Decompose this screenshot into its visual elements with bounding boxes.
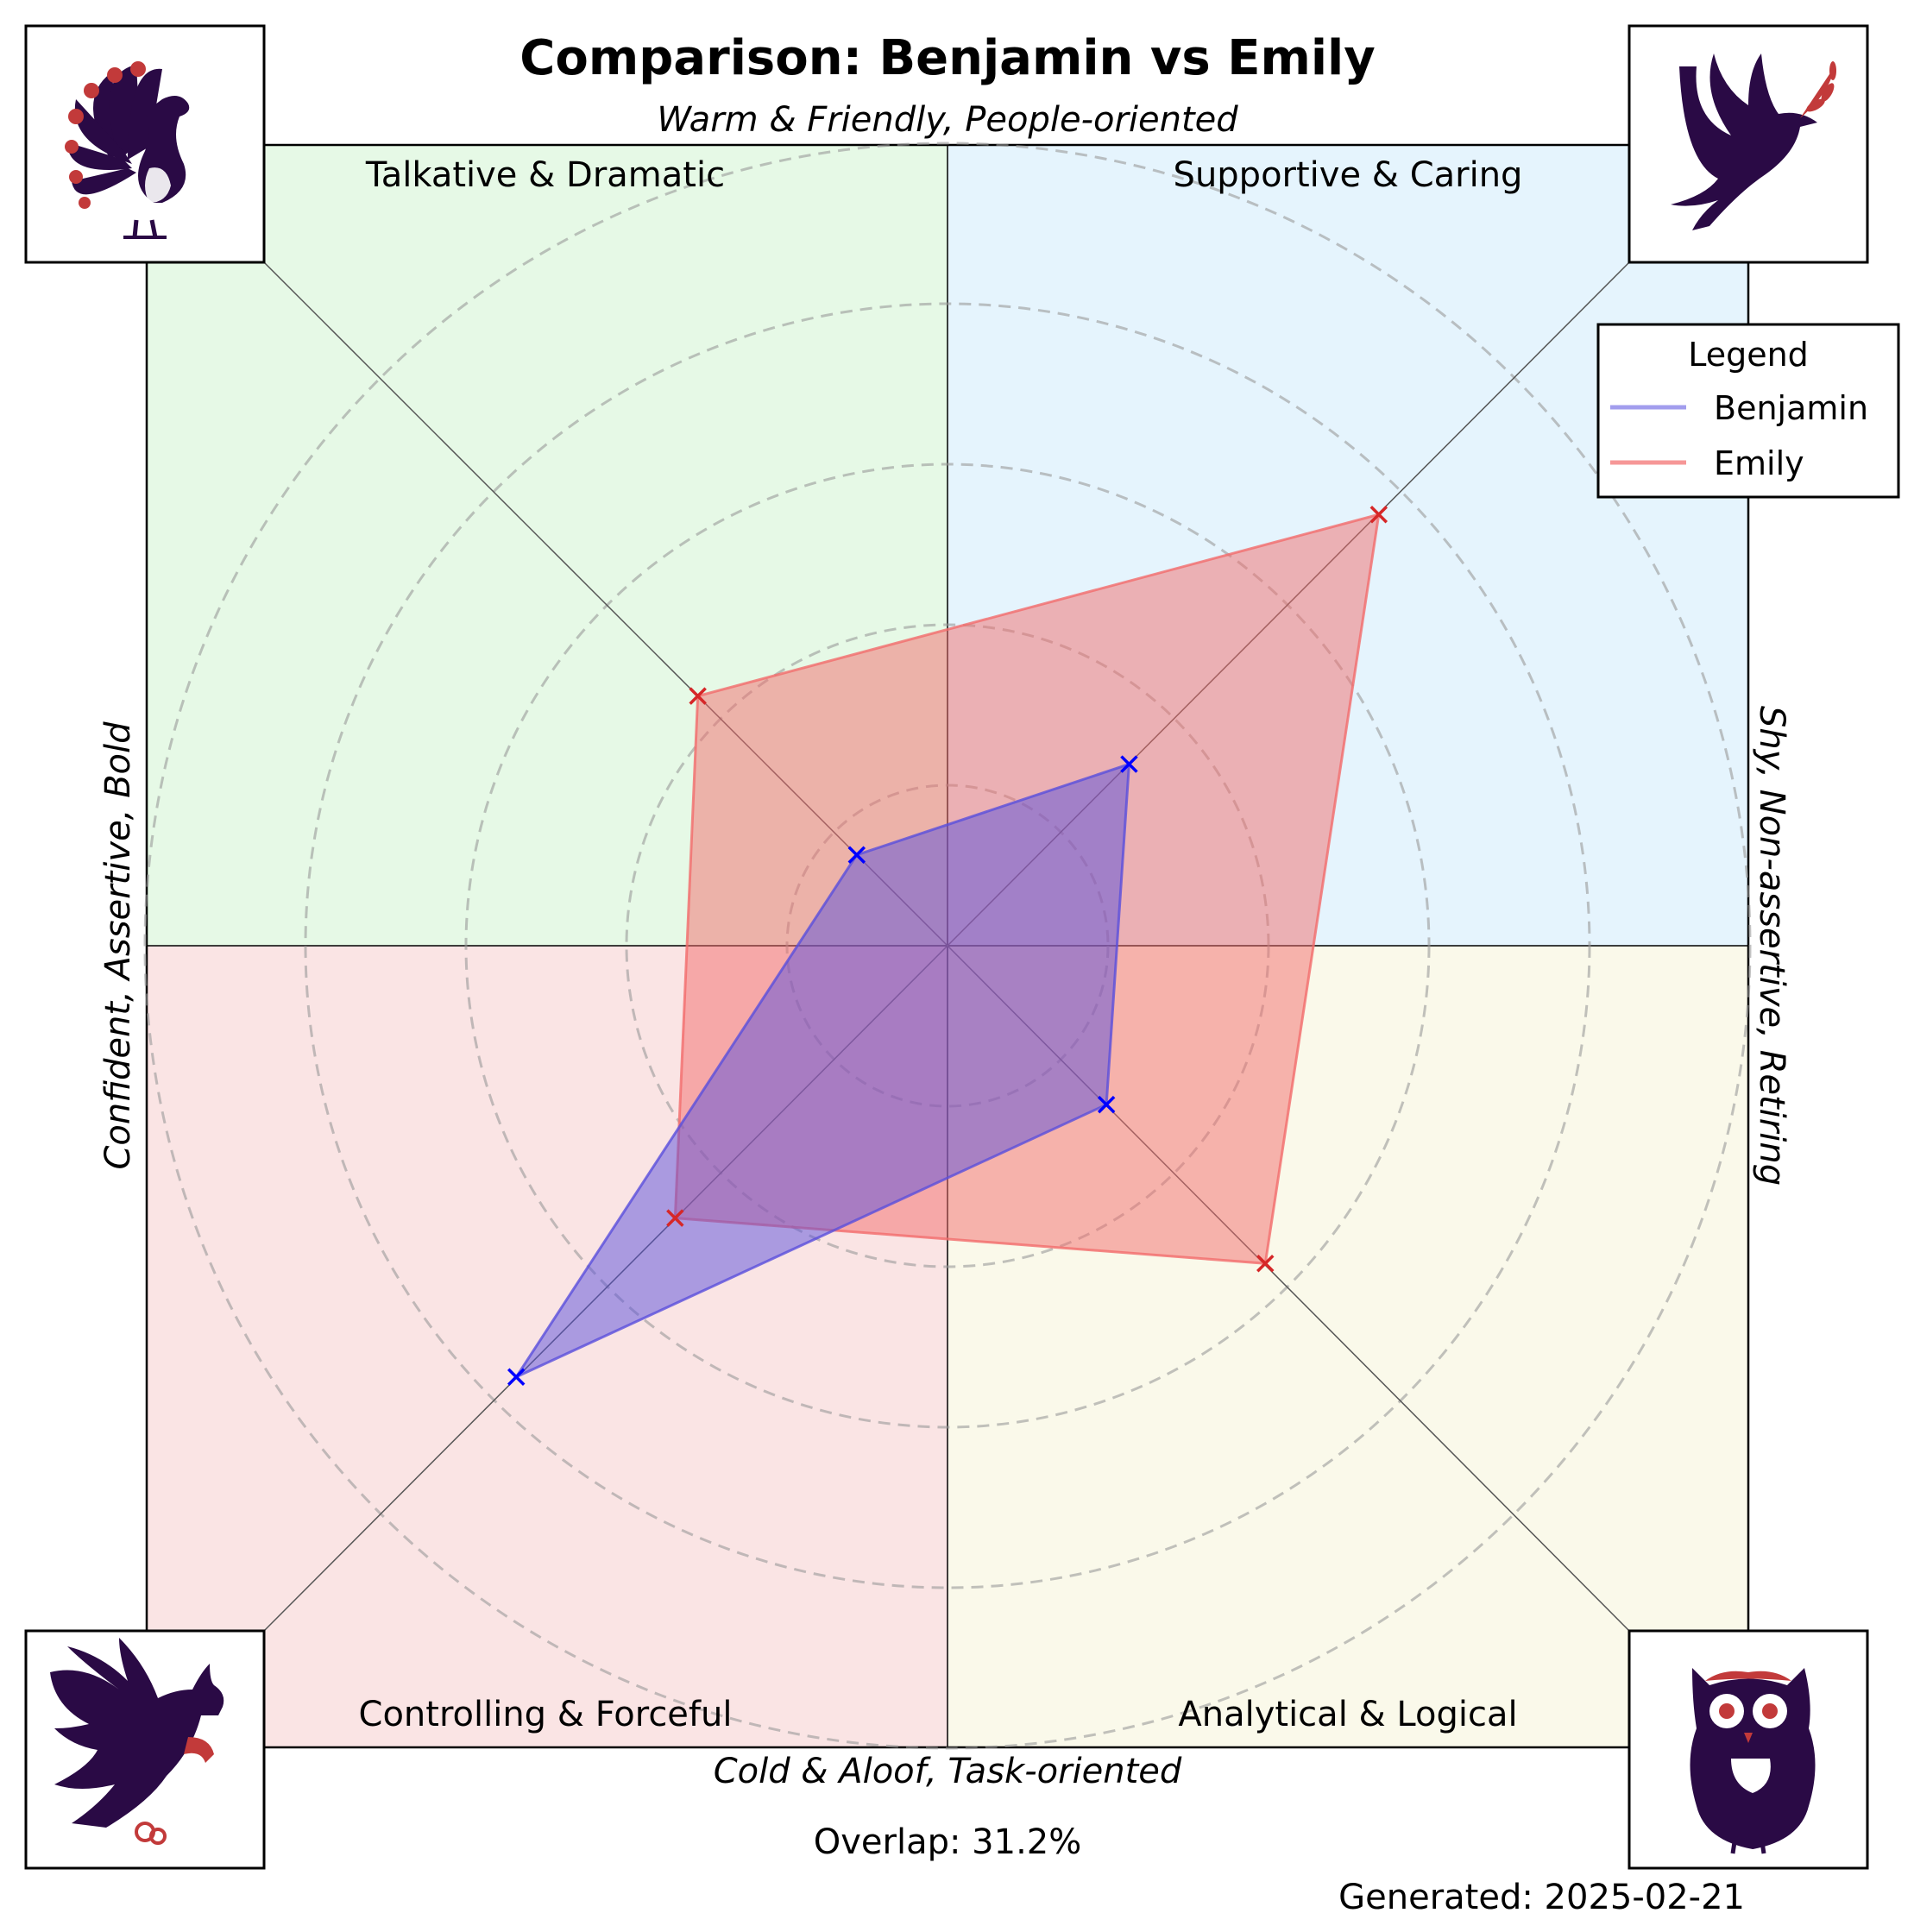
axis-label-top: Warm & Friendly, People-oriented [657,100,1238,140]
grid-ring-4 [304,302,1591,1589]
legend-title: Legend [1688,336,1809,374]
legend-label-emily: Emily [1714,444,1804,482]
quadrant-label-talkative: Talkative & Dramatic [365,155,725,195]
legend-label-benjamin: Benjamin [1714,389,1868,427]
legend: Legend Benjamin Emily [1596,323,1900,499]
quadrant-label-analytical: Analytical & Logical [1178,1695,1517,1734]
axis-label-left: Confident, Assertive, Bold [98,721,138,1170]
point-emily-4 [1256,1255,1275,1273]
point-emily-3 [666,1209,684,1227]
owl-icon-box [1628,1629,1869,1870]
owl-icon [1690,1668,1816,1854]
point-benjamin-1 [1120,755,1138,773]
point-benjamin-2 [847,846,866,865]
dove-icon [1671,53,1836,230]
quadrant-label-supportive: Supportive & Caring [1174,155,1523,195]
point-benjamin-3 [507,1368,526,1387]
point-emily-1 [1369,505,1388,524]
grid-ring-3 [464,463,1431,1429]
peacock-icon-box [24,24,266,264]
generated-date: Generated: 2025-02-21 [1338,1878,1745,1917]
eagle-icon-box [24,1629,266,1870]
peacock-icon [65,61,190,239]
chart-title: Comparison: Benjamin vs Emily [519,30,1375,86]
point-emily-2 [689,687,707,705]
axis-label-right: Shy, Non-assertive, Retiring [1752,706,1791,1186]
series-layer [507,505,1388,1387]
eagle-icon [50,1638,224,1845]
quadrant-label-controlling: Controlling & Forceful [359,1695,733,1734]
axis-label-bottom: Cold & Aloof, Task-oriented [714,1752,1182,1791]
point-benjamin-4 [1097,1095,1116,1114]
grid-ring-5 [143,142,1752,1750]
dove-icon-box [1628,24,1869,264]
overlap-text: Overlap: 31.2% [814,1822,1082,1862]
